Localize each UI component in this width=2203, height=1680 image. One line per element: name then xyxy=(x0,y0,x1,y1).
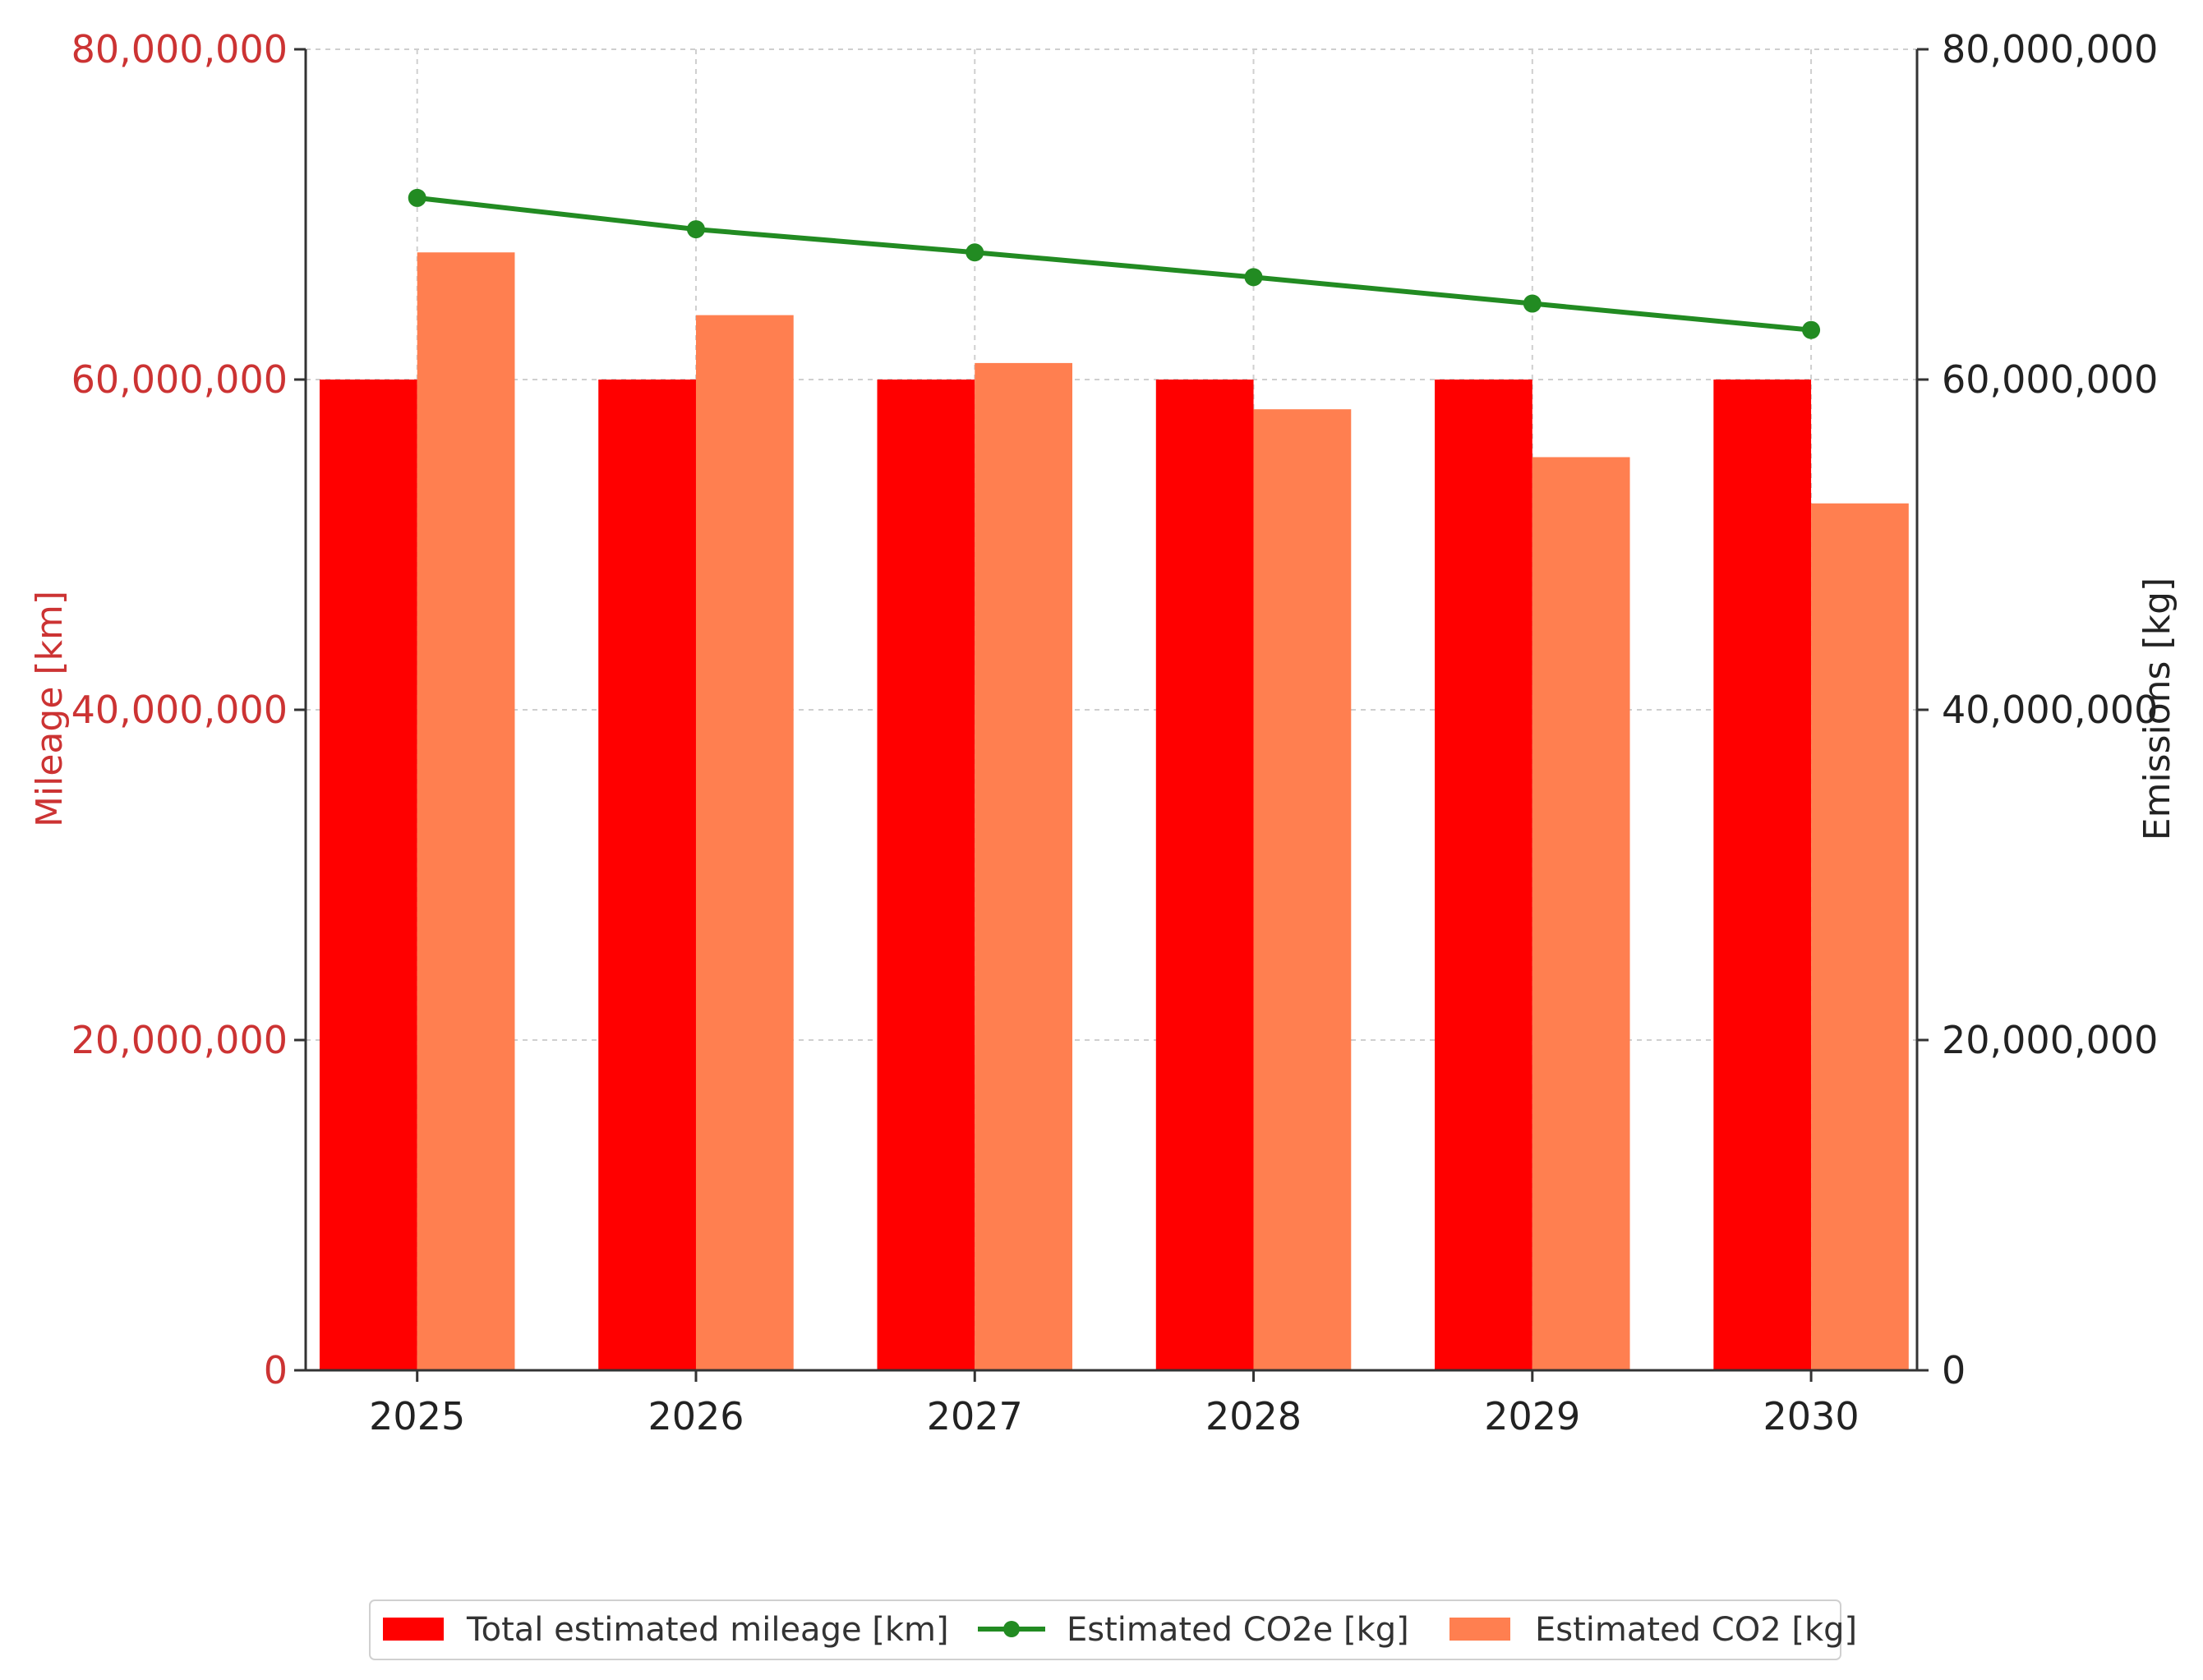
bar-co2-2027 xyxy=(975,362,1073,1370)
legend-label-co2e: Estimated CO2e [kg] xyxy=(1067,1611,1409,1649)
bar-mileage-2028 xyxy=(1155,380,1254,1370)
point-co2e-2026 xyxy=(686,220,705,239)
y-left-tick-label: 80,000,000 xyxy=(71,27,288,71)
line-layer xyxy=(408,188,1821,339)
y-right-tick-label: 40,000,000 xyxy=(1942,688,2158,732)
bar-co2-2025 xyxy=(417,252,515,1371)
bar-co2-2030 xyxy=(1811,503,1909,1370)
point-co2e-2030 xyxy=(1802,320,1821,339)
y-right-tick-label: 60,000,000 xyxy=(1942,357,2158,402)
point-co2e-2027 xyxy=(966,243,984,262)
x-tick-label: 2029 xyxy=(1484,1394,1580,1438)
y-left-tick-label: 0 xyxy=(264,1348,288,1392)
bar-mileage-2029 xyxy=(1435,380,1532,1370)
point-co2e-2029 xyxy=(1523,294,1542,313)
y-right-tick-label: 0 xyxy=(1942,1348,1966,1392)
y-right-tick-label: 20,000,000 xyxy=(1942,1018,2158,1062)
y-left-axis-title: Mileage [km] xyxy=(29,591,71,827)
x-tick-label: 2025 xyxy=(369,1394,465,1438)
x-tick-label: 2027 xyxy=(927,1394,1023,1438)
x-tick-label: 2026 xyxy=(648,1394,744,1438)
bar-co2-2026 xyxy=(695,315,794,1370)
bar-co2-2028 xyxy=(1253,409,1352,1371)
y-left-tick-label: 60,000,000 xyxy=(71,357,288,402)
bar-mileage-2027 xyxy=(877,380,975,1370)
legend-swatch-co2e-marker xyxy=(1003,1621,1020,1637)
bar-mileage-2026 xyxy=(598,380,696,1370)
legend-box xyxy=(369,1599,1841,1660)
legend-swatch-co2 xyxy=(1449,1618,1510,1641)
axis-layer: 0 20,000,000 40,000,000 60,000,000 80,000,00… xyxy=(71,27,2159,1438)
x-tick-label: 2028 xyxy=(1205,1394,1302,1438)
x-tick-label: 2030 xyxy=(1763,1394,1860,1438)
y-right-axis-title: Emissions [kg] xyxy=(2136,578,2178,840)
point-co2e-2028 xyxy=(1244,268,1263,287)
grid-layer xyxy=(306,48,1917,1370)
legend: Total estimated mileage [km] Estimated C… xyxy=(369,1599,1857,1660)
y-left-tick-label: 20,000,000 xyxy=(71,1018,288,1062)
bar-layer xyxy=(319,252,1909,1371)
legend-label-co2: Estimated CO2 [kg] xyxy=(1535,1611,1857,1649)
bar-mileage-2030 xyxy=(1713,380,1812,1370)
bar-mileage-2025 xyxy=(319,380,417,1370)
y-left-tick-label: 40,000,000 xyxy=(71,688,288,732)
point-co2e-2025 xyxy=(408,188,426,207)
bar-co2-2029 xyxy=(1532,457,1630,1370)
y-right-tick-label: 80,000,000 xyxy=(1942,27,2158,71)
line-co2e xyxy=(417,195,1812,333)
legend-label-mileage: Total estimated mileage [km] xyxy=(466,1611,949,1649)
legend-swatch-mileage xyxy=(383,1618,444,1641)
